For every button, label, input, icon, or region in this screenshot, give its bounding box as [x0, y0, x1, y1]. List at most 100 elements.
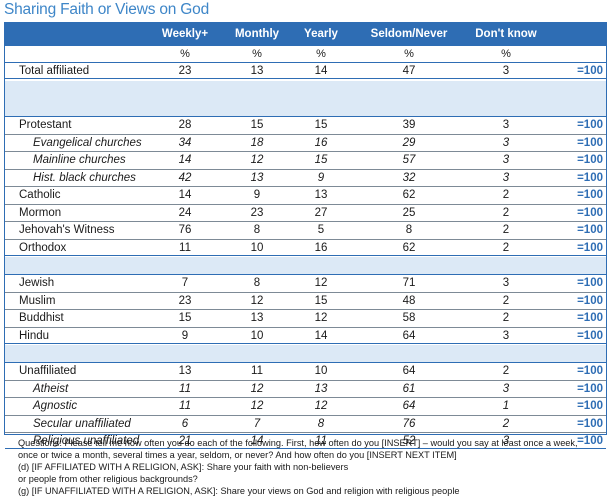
total-100-label: =100 [577, 365, 603, 377]
table-row: Religious unaffiliated 21 14 11 52 3 =100 [5, 432, 606, 449]
row-label: Mainline churches [33, 154, 126, 166]
row-label: Orthodox [19, 241, 67, 254]
total-100-label: =100 [577, 154, 603, 166]
cell-value: 1 [502, 400, 510, 412]
cell-value: 15 [178, 312, 192, 324]
note-line: once or twice a month, several times a y… [18, 450, 457, 460]
percent-sign: % [316, 48, 326, 60]
cell-value: 3 [502, 171, 510, 184]
cell-value: 9 [181, 329, 189, 342]
cell-value: 15 [314, 294, 328, 307]
cell-value: 2 [502, 294, 510, 307]
cell-value: 8 [317, 417, 325, 430]
cell-value: 3 [502, 136, 510, 149]
cell-value: 32 [402, 171, 416, 184]
cell-value: 15 [314, 119, 328, 131]
cell-value: 62 [402, 241, 416, 254]
total-100-label: =100 [577, 312, 603, 324]
table-row: Secular unaffiliated 6 7 8 76 2 =100 [5, 414, 606, 432]
cell-value: 12 [314, 400, 328, 412]
cell-value: 64 [402, 329, 416, 342]
cell-value: 2 [502, 365, 510, 377]
row-label: Jewish [19, 277, 55, 289]
cell-value: 42 [178, 171, 192, 184]
total-100-label: =100 [577, 119, 603, 131]
cell-value: 62 [402, 189, 416, 201]
row-label: Secular unaffiliated [33, 417, 131, 430]
table-row: Orthodox 11 10 16 62 2 =100 [5, 238, 606, 256]
cell-value: 11 [251, 365, 263, 377]
table-row: Hindu 9 10 14 64 3 =100 [5, 326, 606, 344]
cell-value: 57 [402, 154, 416, 166]
cell-value: 28 [178, 119, 192, 131]
row-label: Religious unaffiliated [33, 435, 140, 447]
cell-value: 9 [253, 189, 261, 201]
cell-value: 2 [502, 206, 510, 219]
total-100-label: =100 [577, 417, 603, 430]
table-row: Agnostic 11 12 12 64 1 =100 [5, 397, 606, 414]
table-row: Jehovah's Witness 76 8 5 8 2 =100 [5, 221, 606, 238]
cell-value: 7 [253, 417, 261, 430]
cell-value: 13 [250, 312, 264, 324]
cell-value: 11 [179, 400, 191, 412]
cell-value: 12 [314, 312, 328, 324]
total-100-label: =100 [577, 65, 603, 77]
row-label: Catholic [19, 189, 61, 201]
column-header: Weekly+ [161, 28, 209, 40]
cell-value: 14 [250, 435, 264, 447]
cell-value: 27 [314, 206, 328, 219]
note-line: or people from other religious backgroun… [18, 474, 198, 484]
cell-value: 13 [178, 365, 192, 377]
question-notes: Questions: Please tell me how often you … [18, 437, 608, 497]
cell-value: 13 [314, 382, 328, 395]
cell-value: 64 [402, 400, 416, 412]
row-label: Jehovah's Witness [19, 224, 115, 236]
cell-value: 7 [181, 277, 189, 289]
percent-sign: % [501, 48, 511, 60]
total-100-label: =100 [577, 277, 603, 289]
cell-value: 2 [502, 312, 510, 324]
cell-value: 61 [402, 382, 416, 395]
row-label: Hist. black churches [33, 171, 136, 184]
note-line: Questions: Please tell me how often you … [18, 438, 578, 448]
cell-value: 10 [250, 241, 264, 254]
cell-value: 11 [179, 241, 191, 254]
cell-value: 3 [502, 329, 510, 342]
cell-value: 76 [402, 417, 416, 430]
table-row: Protestant 28 15 15 39 3 =100 [5, 116, 606, 133]
row-label: Evangelical churches [33, 136, 142, 149]
row-label: Buddhist [19, 312, 64, 324]
cell-value: 48 [402, 294, 416, 307]
table-row: Hist. black churches 42 13 9 32 3 =100 [5, 168, 606, 186]
table-row: Buddhist 15 13 12 58 2 =100 [5, 309, 606, 326]
cell-value: 16 [314, 241, 328, 254]
total-100-label: =100 [577, 294, 603, 307]
cell-value: 12 [250, 400, 264, 412]
percent-row: %%%%% [5, 48, 606, 62]
cell-value: 14 [314, 65, 328, 77]
cell-value: 8 [253, 224, 261, 236]
cell-value: 58 [402, 312, 416, 324]
total-100-label: =100 [577, 329, 603, 342]
percent-sign: % [252, 48, 262, 60]
total-100-label: =100 [577, 400, 603, 412]
cell-value: 2 [502, 189, 510, 201]
cell-value: 23 [178, 294, 192, 307]
cell-value: 13 [314, 189, 328, 201]
note-line: (d) [IF AFFILIATED WITH A RELIGION, ASK]… [18, 462, 349, 472]
table-header: Weekly+ Monthly Yearly Seldom/Never Don't kn… [5, 23, 606, 46]
cell-value: 3 [502, 119, 510, 131]
cell-value: 11 [179, 382, 191, 395]
cell-value: 3 [502, 65, 510, 77]
cell-value: 15 [314, 154, 328, 166]
cell-value: 76 [178, 224, 192, 236]
percent-sign: % [180, 48, 190, 60]
cell-value: 23 [250, 206, 264, 219]
total-100-label: =100 [577, 206, 603, 219]
cell-value: 3 [502, 382, 510, 395]
data-table: Weekly+ Monthly Yearly Seldom/Never Don't kn… [4, 22, 607, 449]
cell-value: 15 [250, 119, 264, 131]
row-label: Unaffiliated [19, 365, 77, 377]
table-row: Atheist 11 12 13 61 3 =100 [5, 379, 606, 397]
cell-value: 25 [402, 206, 416, 219]
